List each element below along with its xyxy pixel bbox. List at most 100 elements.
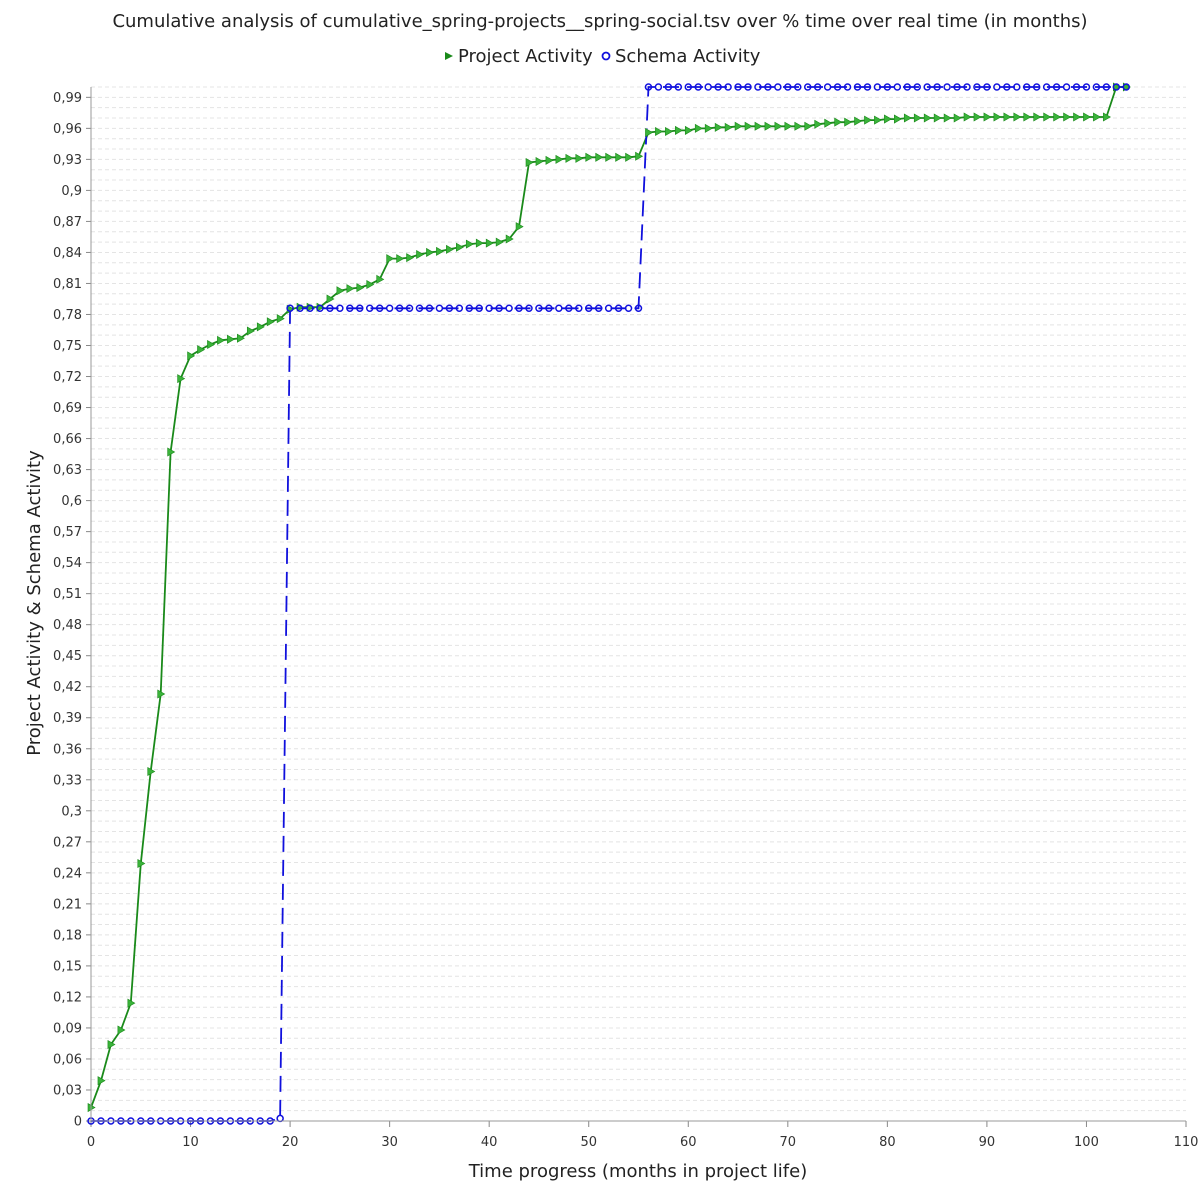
project-activity-point [903,113,912,123]
project-activity-point [127,998,136,1008]
y-tick-label: 0,15 [53,959,82,974]
project-activity-point [1033,112,1042,122]
project-activity-point [217,335,226,345]
project-activity-point [645,127,654,138]
y-tick-label: 0,72 [53,370,82,385]
project-activity-point [246,326,255,336]
legend-label-schema-activity: Schema Activity [615,46,761,67]
y-tick-label: 0,57 [53,525,82,540]
schema-activity-point [634,304,643,313]
schema-activity-point [535,304,543,313]
schema-activity-point [803,83,812,91]
schema-activity-point [1032,83,1041,91]
x-tick-label: 80 [879,1135,896,1150]
y-tick-label: 0,54 [53,556,82,571]
schema-activity-point [774,83,782,91]
project-activity-point [436,246,445,256]
project-activity-point [346,284,355,294]
schema-activity-point [365,304,374,313]
y-tick-label: 0,3 [61,804,82,819]
project-activity-point [834,117,843,127]
project-activity-point [326,294,335,304]
project-activity-point [227,334,235,344]
y-tick-label: 0,63 [53,463,82,478]
project-activity-point [446,244,454,254]
schema-activity-point [326,304,334,313]
schema-activity-point [684,83,693,91]
project-activity-point [1003,112,1012,122]
x-tick-label: 30 [381,1135,398,1150]
project-activity-point [475,238,484,248]
schema-activity-point [1013,83,1021,91]
y-tick-label: 0,03 [53,1083,82,1098]
project-activity-point [734,121,743,131]
schema-activity-point [654,83,663,91]
legend-item-project-activity[interactable]: Project Activity [445,46,593,67]
schema-activity-point [1102,83,1111,91]
schema-activity-point [485,304,493,313]
schema-activity-point [664,83,673,91]
project-activity-point [635,151,644,161]
schema-activity-point [475,304,483,313]
schema-activity-point [893,83,902,91]
schema-activity-point [903,83,912,91]
schema-activity-point [405,304,414,313]
schema-activity-point [843,83,852,91]
x-tick-label: 40 [481,1135,498,1150]
schema-activity-point [794,83,802,91]
schema-activity-point [356,304,364,313]
y-tick-label: 0,84 [53,246,82,261]
project-activity-point [794,121,803,131]
schema-activity-point [584,304,593,313]
project-activity-point [665,126,673,136]
project-activity-point [913,113,922,123]
axes [90,87,1186,1122]
project-activity-point [555,154,564,164]
project-activity-point [256,322,265,332]
project-activity-point [485,238,494,248]
project-activity-point [824,118,833,128]
y-tick-label: 0,6 [61,494,82,509]
project-activity-point [396,254,405,264]
schema-activity-point [644,83,653,91]
project-activity-point [714,122,723,132]
project-activity-point [545,155,554,165]
project-activity-point [585,152,594,162]
project-activity-point [605,152,614,162]
legend-label-project-activity: Project Activity [458,46,593,67]
schema-activity-point [953,83,961,91]
schema-activity-point [674,83,683,91]
project-activity-point [993,112,1002,122]
schema-activity-point [624,304,633,313]
schema-activity-point [515,304,523,313]
project-activity-point [465,239,474,249]
schema-activity-point [415,304,424,313]
schema-activity-point [754,83,762,91]
y-tick-label: 0,51 [53,587,82,602]
y-tick-label: 0,27 [53,835,82,850]
y-tick-label: 0,96 [53,122,82,137]
project-activity-point [535,156,544,166]
project-activity-point [1063,112,1072,122]
project-activity-point [1043,112,1052,122]
project-activity-point [575,153,584,163]
project-activity-point [356,283,365,293]
project-activity-point [266,317,275,327]
schema-activity-point [1022,83,1031,91]
schema-activity-point [395,304,404,313]
y-tick-label: 0,66 [53,432,82,447]
y-axis-label: Project Activity & Schema Activity [24,450,45,756]
schema-activity-point [316,304,324,313]
schema-activity-point [833,83,842,91]
legend-item-schema-activity[interactable]: Schema Activity [601,46,761,67]
project-activity-point [933,113,942,123]
schema-activity-point [963,83,971,91]
project-activity-point [336,286,345,296]
schema-activity-point [873,83,882,91]
y-tick-label: 0,45 [53,649,82,664]
legend-marker-circle-icon [601,51,611,61]
y-tick-label: 0,21 [53,897,82,912]
x-tick-label: 70 [780,1135,797,1150]
project-activity-point [187,351,196,361]
